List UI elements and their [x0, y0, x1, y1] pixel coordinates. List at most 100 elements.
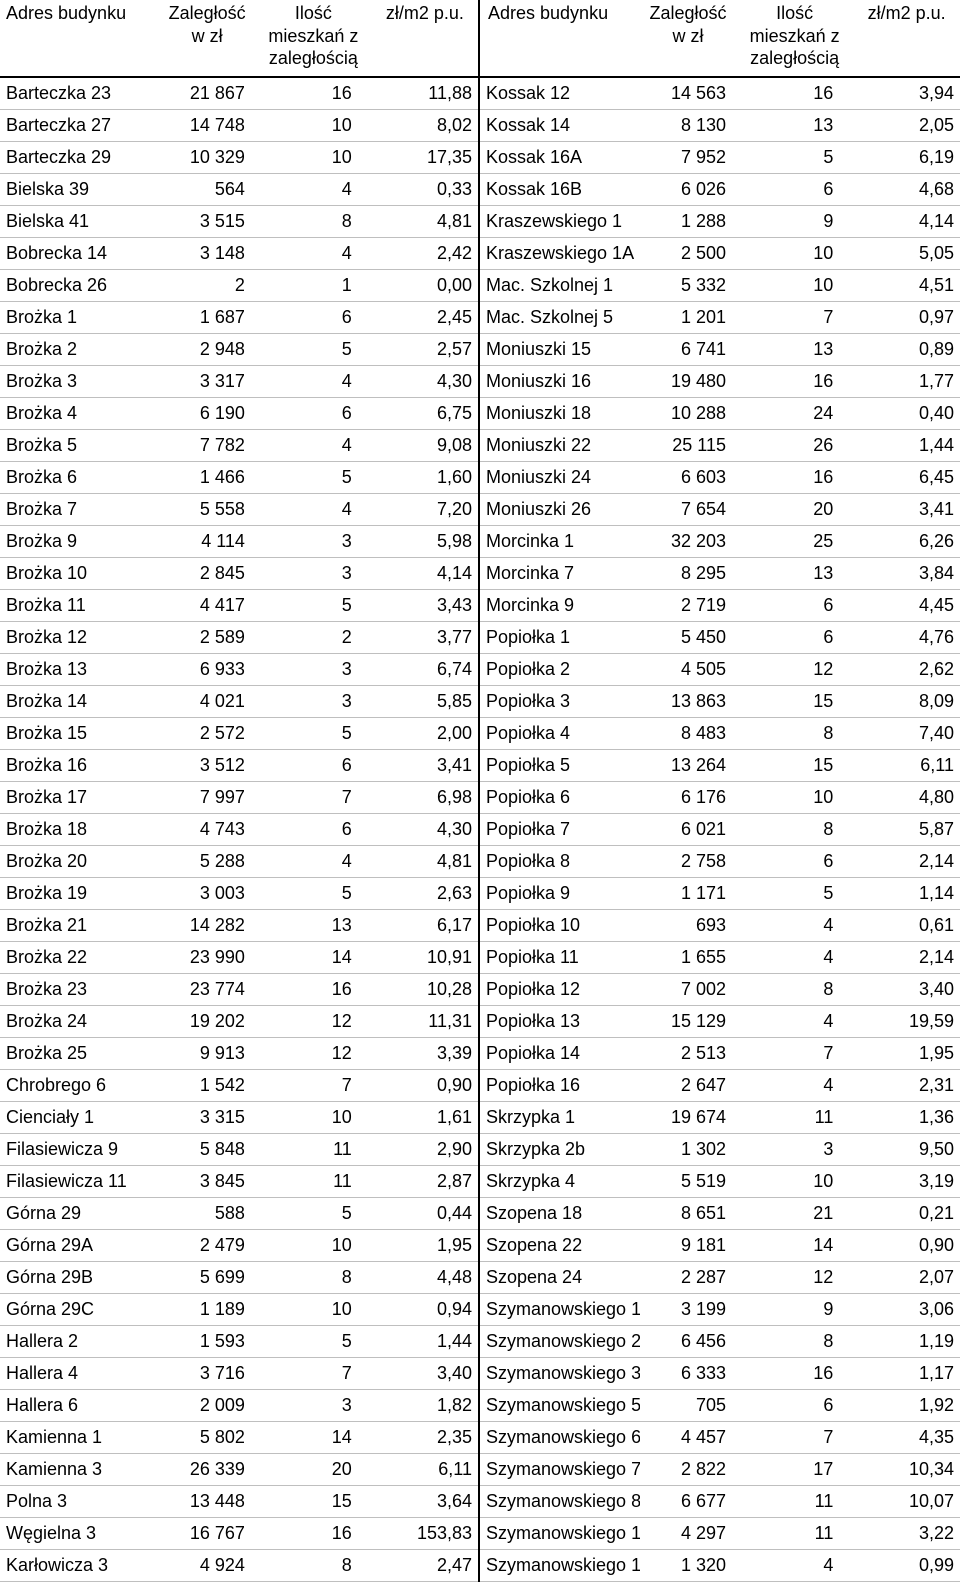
- cell-arrears: 4 743: [159, 813, 255, 845]
- cell-rate: 1,17: [853, 1357, 960, 1389]
- table-row: Popiołka 142 51371,95: [480, 1037, 960, 1069]
- cell-arrears: 9 913: [159, 1037, 255, 1069]
- cell-arrears: 4 417: [159, 589, 255, 621]
- cell-arrears: 4 114: [159, 525, 255, 557]
- cell-arrears: 705: [640, 1389, 736, 1421]
- cell-arrears: 2 009: [159, 1389, 255, 1421]
- cell-address: Bobrecka 26: [0, 269, 159, 301]
- table-row: Kossak 16B6 02664,68: [480, 173, 960, 205]
- cell-apartments: 10: [736, 781, 853, 813]
- cell-apartments: 4: [736, 909, 853, 941]
- cell-arrears: 1 302: [640, 1133, 736, 1165]
- table-row: Brożka 122 58923,77: [0, 621, 478, 653]
- cell-arrears: 6 933: [159, 653, 255, 685]
- cell-arrears: 8 130: [640, 109, 736, 141]
- table-row: Szopena 188 651210,21: [480, 1197, 960, 1229]
- cell-rate: 10,91: [372, 941, 478, 973]
- cell-arrears: 2 500: [640, 237, 736, 269]
- cell-apartments: 6: [255, 813, 372, 845]
- cell-rate: 2,31: [853, 1069, 960, 1101]
- table-row: Brożka 2323 7741610,28: [0, 973, 478, 1005]
- cell-address: Kossak 12: [480, 77, 640, 110]
- cell-rate: 5,85: [372, 685, 478, 717]
- col-rate: zł/m2 p.u.: [853, 0, 960, 77]
- cell-rate: 0,94: [372, 1293, 478, 1325]
- cell-rate: 10,34: [853, 1453, 960, 1485]
- table-row: Szymanowskiego 86 6771110,07: [480, 1485, 960, 1517]
- cell-apartments: 6: [736, 621, 853, 653]
- cell-apartments: 3: [255, 557, 372, 589]
- cell-address: Morcinka 7: [480, 557, 640, 589]
- cell-arrears: 588: [159, 1197, 255, 1229]
- cell-rate: 11,88: [372, 77, 478, 110]
- cell-rate: 4,45: [853, 589, 960, 621]
- cell-arrears: 10 329: [159, 141, 255, 173]
- table-row: Moniuszki 1619 480161,77: [480, 365, 960, 397]
- cell-rate: 7,20: [372, 493, 478, 525]
- cell-address: Kossak 16A: [480, 141, 640, 173]
- cell-arrears: 1 466: [159, 461, 255, 493]
- cell-rate: 4,30: [372, 813, 478, 845]
- table-row: Skrzypka 45 519103,19: [480, 1165, 960, 1197]
- table-row: Popiołka 76 02185,87: [480, 813, 960, 845]
- cell-apartments: 8: [736, 973, 853, 1005]
- cell-address: Brożka 16: [0, 749, 159, 781]
- cell-address: Barteczka 27: [0, 109, 159, 141]
- cell-apartments: 4: [736, 1005, 853, 1037]
- cell-address: Bielska 41: [0, 205, 159, 237]
- cell-apartments: 4: [255, 365, 372, 397]
- cell-address: Brożka 17: [0, 781, 159, 813]
- cell-apartments: 13: [736, 109, 853, 141]
- table-row: Kossak 148 130132,05: [480, 109, 960, 141]
- cell-arrears: 14 563: [640, 77, 736, 110]
- cell-address: Kossak 14: [480, 109, 640, 141]
- table-row: Moniuszki 1810 288240,40: [480, 397, 960, 429]
- cell-apartments: 9: [736, 1293, 853, 1325]
- cell-apartments: 14: [255, 1421, 372, 1453]
- cell-arrears: 2 719: [640, 589, 736, 621]
- cell-arrears: 3 317: [159, 365, 255, 397]
- cell-apartments: 6: [255, 397, 372, 429]
- cell-arrears: 13 264: [640, 749, 736, 781]
- cell-rate: 0,33: [372, 173, 478, 205]
- cell-apartments: 6: [736, 589, 853, 621]
- cell-apartments: 7: [255, 1357, 372, 1389]
- cell-apartments: 8: [255, 1261, 372, 1293]
- cell-rate: 3,64: [372, 1485, 478, 1517]
- cell-apartments: 3: [255, 653, 372, 685]
- cell-rate: 4,81: [372, 845, 478, 877]
- cell-address: Brożka 20: [0, 845, 159, 877]
- cell-arrears: 4 021: [159, 685, 255, 717]
- cell-address: Moniuszki 15: [480, 333, 640, 365]
- cell-apartments: 8: [255, 205, 372, 237]
- table-row: Kossak 1214 563163,94: [480, 77, 960, 110]
- cell-apartments: 11: [255, 1133, 372, 1165]
- table-row: Brożka 114 41753,43: [0, 589, 478, 621]
- table-row: Brożka 136 93336,74: [0, 653, 478, 685]
- cell-rate: 2,05: [853, 109, 960, 141]
- table-row: Barteczka 2321 8671611,88: [0, 77, 478, 110]
- table-row: Popiołka 24 505122,62: [480, 653, 960, 685]
- table-row: Brożka 2419 2021211,31: [0, 1005, 478, 1037]
- cell-address: Bobrecka 14: [0, 237, 159, 269]
- cell-address: Bielska 39: [0, 173, 159, 205]
- table-row: Brożka 163 51263,41: [0, 749, 478, 781]
- cell-address: Brożka 18: [0, 813, 159, 845]
- cell-apartments: 5: [255, 1197, 372, 1229]
- cell-rate: 0,97: [853, 301, 960, 333]
- cell-arrears: 2 513: [640, 1037, 736, 1069]
- cell-arrears: 2 479: [159, 1229, 255, 1261]
- table-row: Bielska 3956440,33: [0, 173, 478, 205]
- cell-rate: 6,26: [853, 525, 960, 557]
- cell-address: Brożka 2: [0, 333, 159, 365]
- cell-address: Popiołka 13: [480, 1005, 640, 1037]
- cell-rate: 3,40: [372, 1357, 478, 1389]
- cell-apartments: 8: [736, 813, 853, 845]
- cell-arrears: 7 952: [640, 141, 736, 173]
- cell-arrears: 4 457: [640, 1421, 736, 1453]
- cell-arrears: 5 802: [159, 1421, 255, 1453]
- table-row: Brożka 61 46651,60: [0, 461, 478, 493]
- cell-apartments: 5: [255, 461, 372, 493]
- cell-address: Popiołka 1: [480, 621, 640, 653]
- cell-arrears: 9 181: [640, 1229, 736, 1261]
